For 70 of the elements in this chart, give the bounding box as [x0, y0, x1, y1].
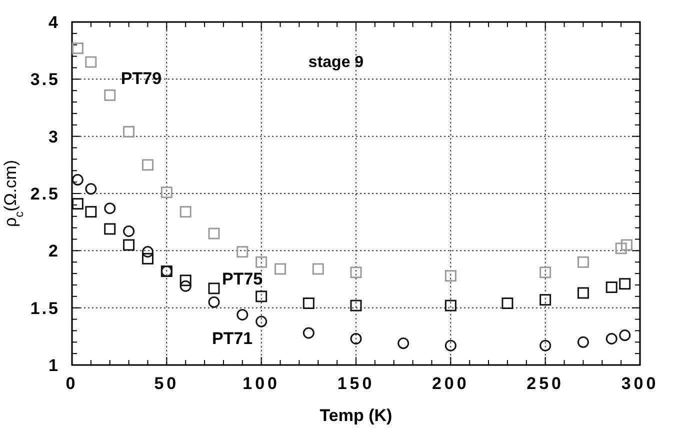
x-tick-label: 0	[66, 374, 78, 393]
series-label: PT75	[222, 269, 263, 288]
point	[236, 246, 248, 258]
series-label: PT71	[212, 329, 253, 348]
point	[619, 330, 631, 342]
y-tick-label: 2.5	[30, 184, 60, 204]
x-tick-label: 100	[242, 374, 280, 393]
x-tick-label: 200	[432, 374, 470, 393]
point	[606, 282, 618, 294]
point	[444, 270, 456, 282]
point	[274, 263, 286, 275]
point	[302, 327, 314, 339]
point	[72, 174, 84, 186]
point	[123, 126, 135, 138]
point	[540, 340, 552, 352]
x-tick-label: 300	[621, 374, 659, 393]
point	[142, 246, 154, 258]
y-tick-label: 3.5	[30, 70, 60, 90]
point	[180, 206, 192, 218]
point	[142, 159, 154, 171]
x-tick-label: 150	[337, 374, 375, 393]
annotation: stage 9	[308, 54, 364, 71]
point	[350, 332, 362, 344]
point	[619, 278, 631, 290]
point	[180, 274, 192, 286]
x-tick-label: 50	[154, 374, 180, 393]
y-tick-label: 3	[48, 127, 60, 146]
point	[398, 338, 410, 350]
y-tick-label: 1	[48, 356, 60, 375]
point	[615, 242, 627, 254]
point	[72, 42, 84, 54]
point	[142, 252, 154, 264]
series-label: PT79	[120, 69, 162, 88]
point	[540, 294, 552, 306]
point	[302, 298, 314, 310]
point	[208, 296, 220, 308]
y-tick-label: 1.5	[30, 298, 60, 318]
point	[577, 336, 589, 348]
point	[540, 266, 552, 278]
point	[256, 290, 268, 302]
point	[208, 282, 220, 294]
point	[208, 228, 220, 240]
y-tick-label: 4	[48, 13, 60, 32]
x-tick-label: 250	[526, 374, 564, 393]
point	[123, 225, 135, 237]
point	[444, 300, 456, 312]
point	[104, 89, 116, 101]
point	[104, 202, 116, 214]
point	[123, 239, 135, 251]
y-tick-label: 2	[48, 242, 60, 261]
point	[72, 198, 84, 210]
point	[350, 266, 362, 278]
point	[577, 256, 589, 268]
x-axis-title: Temp (K)	[320, 406, 392, 425]
point	[180, 280, 192, 292]
point	[256, 316, 268, 328]
point	[104, 223, 116, 235]
point	[502, 298, 514, 310]
point	[85, 183, 97, 195]
point	[312, 263, 324, 275]
point	[620, 239, 632, 251]
point	[606, 332, 618, 344]
point	[256, 256, 268, 268]
point	[577, 287, 589, 299]
point	[85, 206, 97, 218]
point	[160, 186, 172, 198]
point	[350, 300, 362, 312]
point	[444, 340, 456, 352]
point	[236, 308, 248, 320]
point	[85, 56, 97, 68]
